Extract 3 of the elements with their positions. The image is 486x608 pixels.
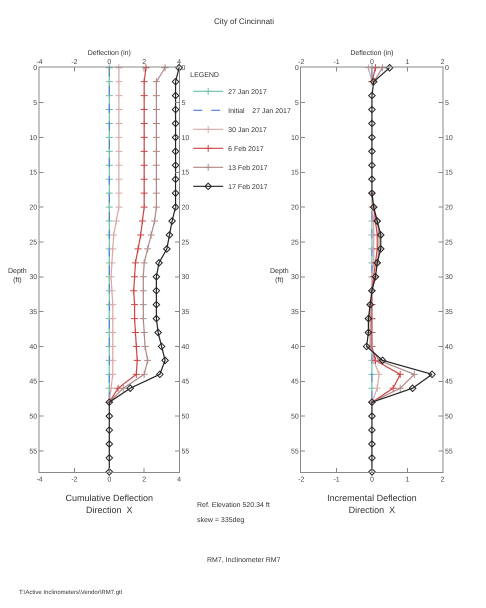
text: City of Cincinnati [214, 17, 274, 26]
x-axis-title: Cumulative Deflection Direction X [66, 493, 154, 515]
x-axis-title: Incremental Deflection Direction X [327, 493, 417, 515]
